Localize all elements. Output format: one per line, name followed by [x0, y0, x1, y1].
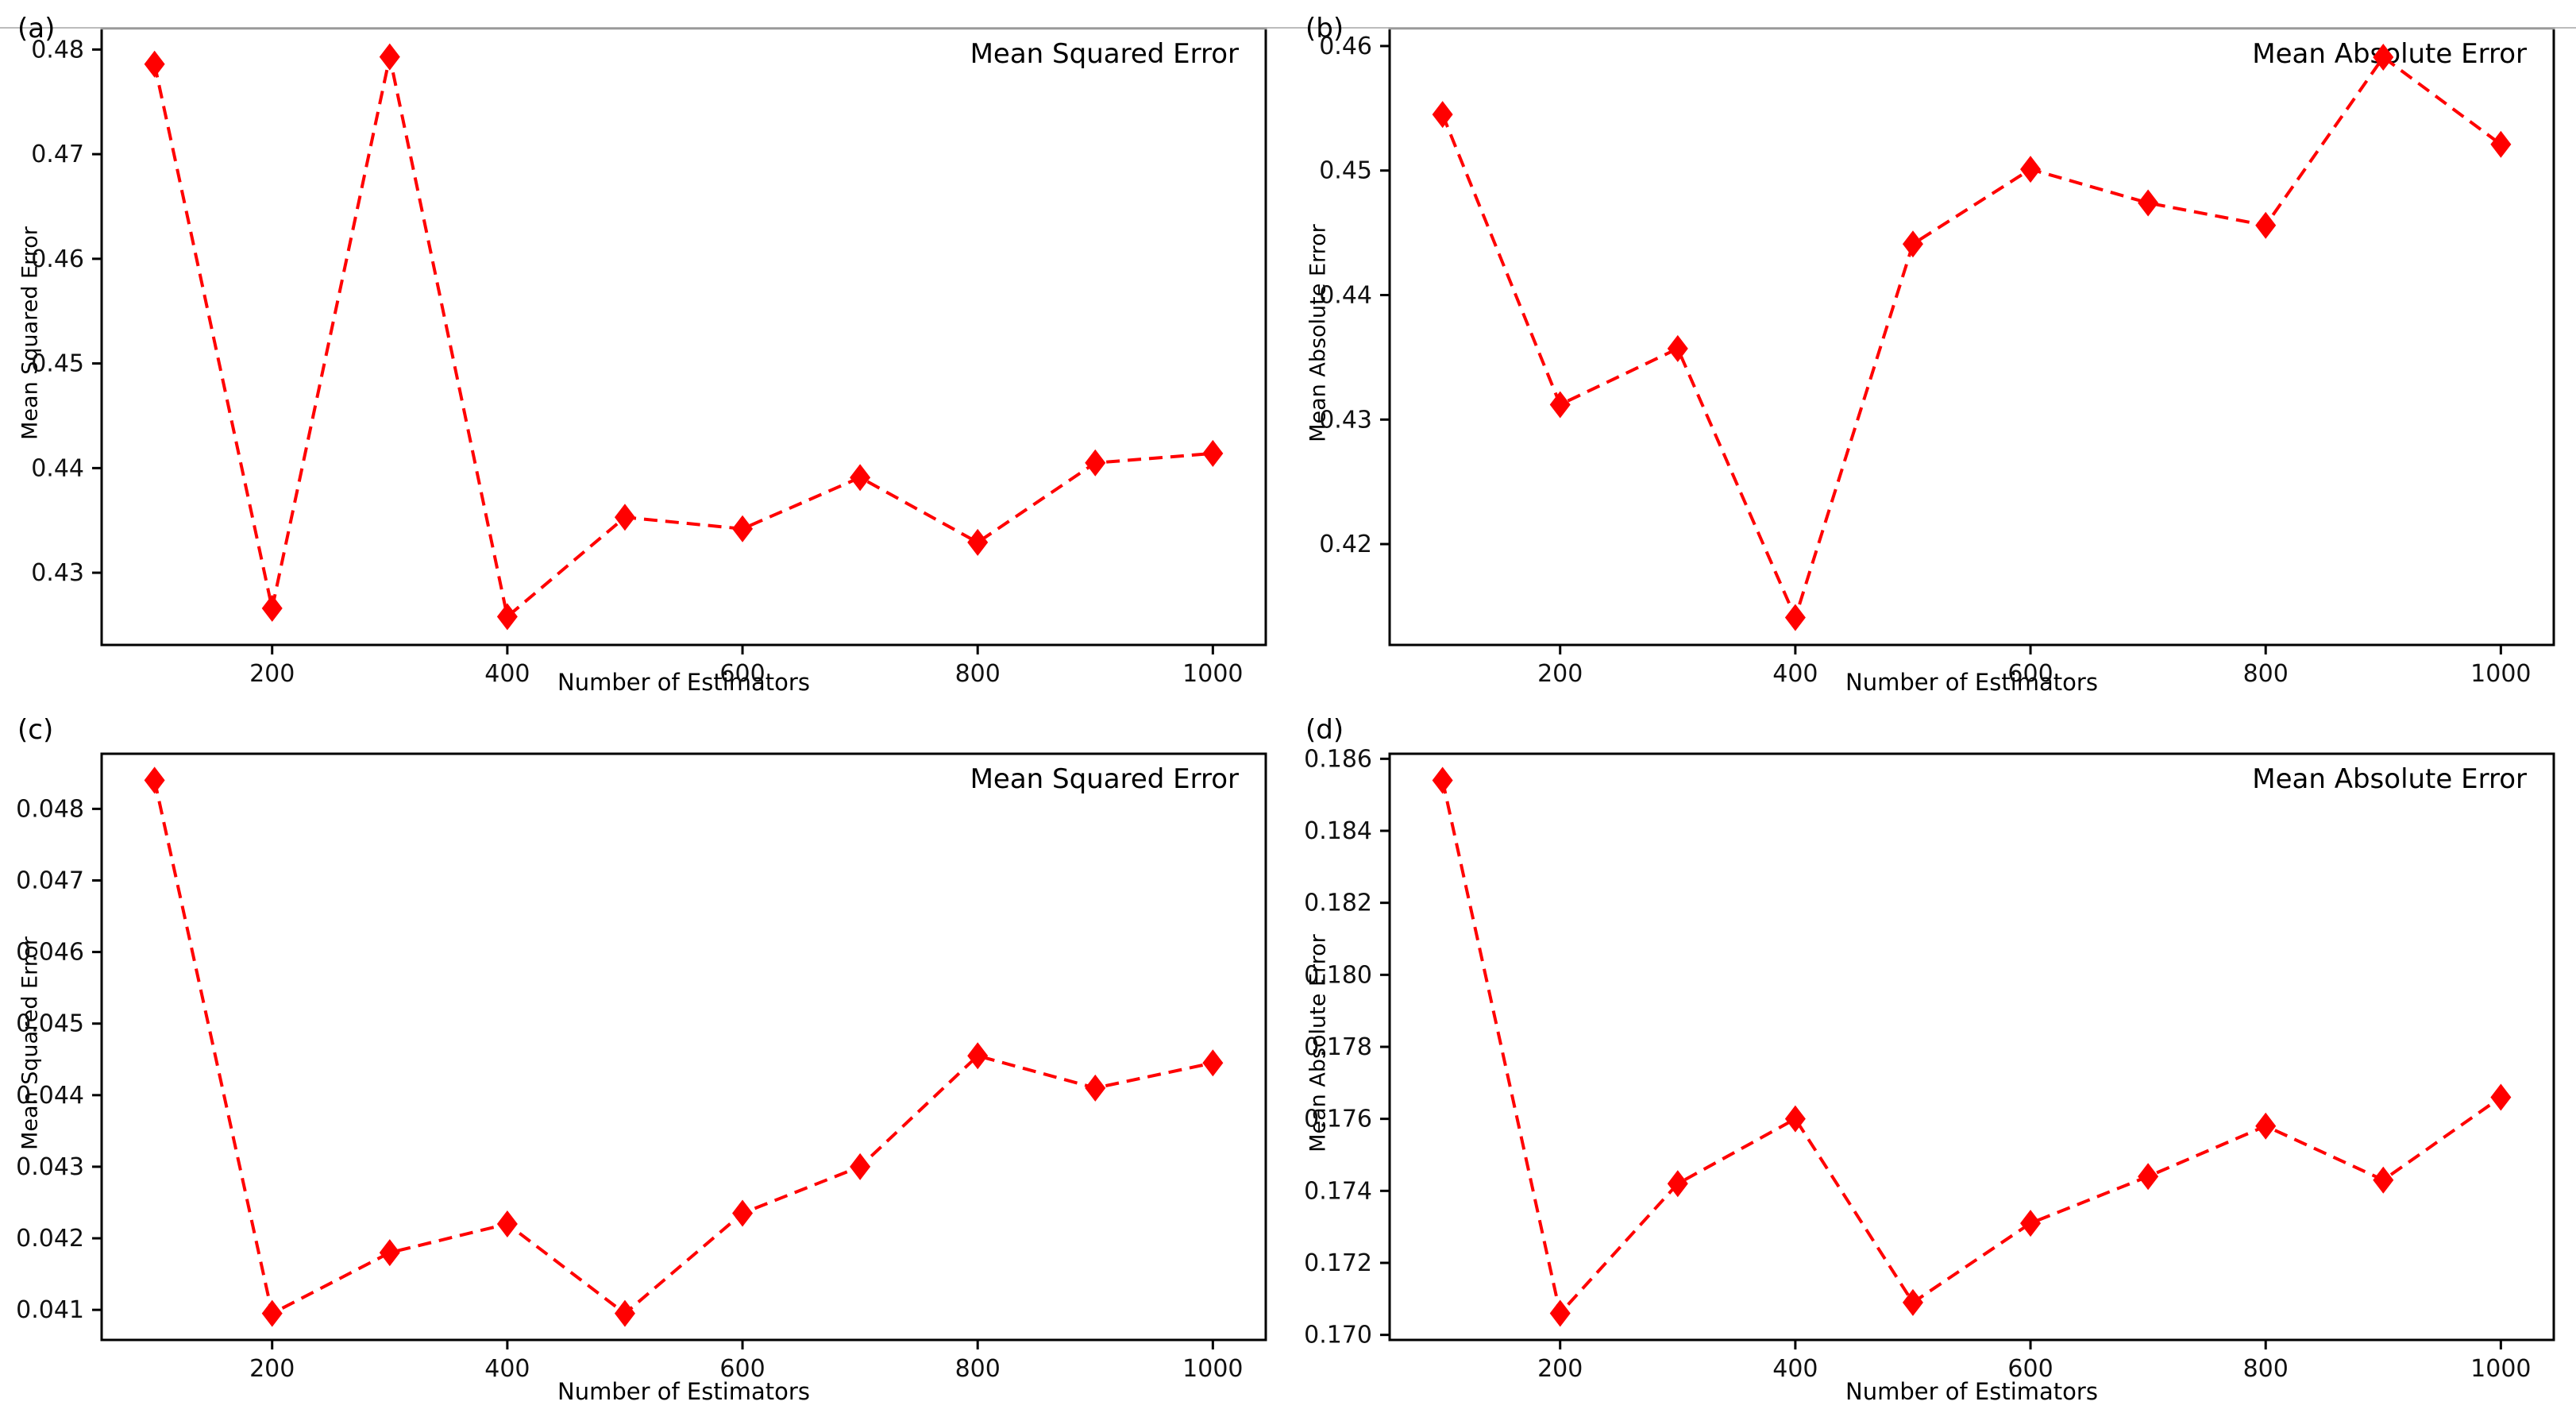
svg-text:0.047: 0.047	[16, 867, 84, 894]
svg-text:0.041: 0.041	[16, 1296, 84, 1324]
panel-b: (b) Mean Absolute Error Mean Absolute Er…	[1288, 0, 2576, 706]
chart-d-xlabel: Number of Estimators	[1845, 1378, 2098, 1405]
panel-d: (d) Mean Absolute Error Mean Absolute Er…	[1288, 706, 2576, 1413]
svg-text:0.44: 0.44	[31, 454, 84, 482]
svg-text:0.48: 0.48	[31, 36, 84, 64]
svg-text:800: 800	[2243, 1355, 2289, 1383]
svg-text:0.048: 0.048	[16, 795, 84, 823]
chart-a-xlabel: Number of Estimators	[557, 669, 810, 696]
chart-c-plot: 200 400 600 800 1000 0.041 0.042 0.043 0.044 0.04…	[16, 752, 1267, 1383]
panel-c: (c) Mean Squared Error Mean Squared Erro…	[0, 706, 1288, 1413]
chart-c-xlabel: Number of Estimators	[557, 1378, 810, 1405]
svg-text:0.170: 0.170	[1304, 1322, 1372, 1349]
svg-text:0.186: 0.186	[1304, 745, 1372, 773]
svg-text:1000: 1000	[1182, 660, 1243, 688]
chart-b-xlabel: Number of Estimators	[1845, 669, 2098, 696]
svg-text:800: 800	[955, 1355, 1001, 1383]
svg-text:0.172: 0.172	[1304, 1249, 1372, 1277]
svg-text:800: 800	[955, 660, 1001, 688]
chart-b-plot: 200 400 600 800 1000 0.42 0.43 0.44 0.45 0.46	[1319, 27, 2555, 688]
svg-text:200: 200	[1537, 1355, 1583, 1383]
svg-text:0.043: 0.043	[16, 1153, 84, 1181]
svg-text:0.43: 0.43	[31, 559, 84, 587]
chart-a-plot: 200 400 600 800 1000 0.43 0.44 0.45 0.46 0.47 0.48	[31, 27, 1267, 688]
svg-text:200: 200	[1537, 660, 1583, 688]
panel-a: (a) Mean Squared Error Mean Squared Erro…	[0, 0, 1288, 706]
svg-text:600: 600	[2007, 660, 2053, 688]
svg-text:600: 600	[719, 660, 765, 688]
svg-text:0.47: 0.47	[31, 141, 84, 168]
svg-text:0.046: 0.046	[16, 939, 84, 967]
svg-text:0.174: 0.174	[1304, 1177, 1372, 1205]
svg-text:400: 400	[484, 660, 530, 688]
svg-text:200: 200	[249, 1355, 295, 1383]
svg-text:1000: 1000	[2470, 660, 2531, 688]
figure-top-border	[0, 27, 2576, 29]
svg-text:600: 600	[719, 1355, 765, 1383]
svg-text:0.045: 0.045	[16, 1010, 84, 1038]
chart-c-title: Mean Squared Error	[970, 763, 1239, 795]
svg-text:0.45: 0.45	[1319, 157, 1372, 185]
svg-text:0.45: 0.45	[31, 350, 84, 378]
svg-text:600: 600	[2007, 1355, 2053, 1383]
svg-text:0.42: 0.42	[1319, 531, 1372, 558]
svg-text:400: 400	[1772, 1355, 1818, 1383]
svg-text:0.46: 0.46	[1319, 33, 1372, 60]
svg-text:800: 800	[2243, 660, 2289, 688]
svg-text:0.176: 0.176	[1304, 1106, 1372, 1133]
svg-text:1000: 1000	[1182, 1355, 1243, 1383]
svg-text:400: 400	[1772, 660, 1818, 688]
svg-text:400: 400	[484, 1355, 530, 1383]
svg-text:1000: 1000	[2470, 1355, 2531, 1383]
svg-text:0.184: 0.184	[1304, 817, 1372, 845]
svg-text:0.43: 0.43	[1319, 406, 1372, 434]
panel-b-label: (b)	[1305, 13, 1344, 44]
chart-d-title: Mean Absolute Error	[2252, 763, 2527, 795]
panel-a-label: (a)	[17, 13, 56, 44]
svg-text:0.46: 0.46	[31, 245, 84, 273]
svg-text:200: 200	[249, 660, 295, 688]
panel-c-label: (c)	[17, 714, 54, 746]
panel-d-label: (d)	[1305, 714, 1344, 746]
svg-text:0.044: 0.044	[16, 1082, 84, 1110]
svg-text:0.180: 0.180	[1304, 961, 1372, 989]
svg-text:0.44: 0.44	[1319, 281, 1372, 309]
svg-text:0.178: 0.178	[1304, 1033, 1372, 1061]
chart-a-title: Mean Squared Error	[970, 38, 1239, 70]
svg-text:0.182: 0.182	[1304, 890, 1372, 917]
chart-d-plot: 200 400 600 800 1000 0.170 0.172 0.174 0.176 0.17…	[1304, 745, 2555, 1383]
svg-text:0.042: 0.042	[16, 1225, 84, 1253]
